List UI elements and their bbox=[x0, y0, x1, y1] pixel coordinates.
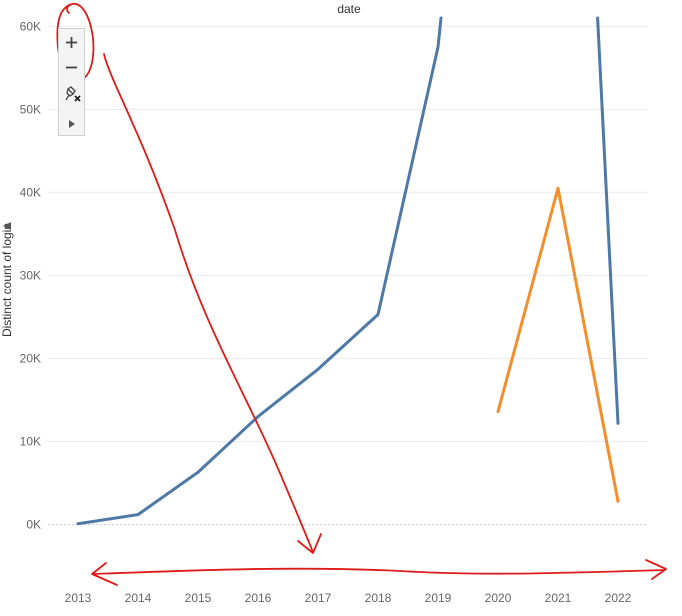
sort-arrow-icon[interactable] bbox=[3, 222, 11, 230]
x-tick-label: 2019 bbox=[425, 591, 452, 605]
y-tick-label: 50K bbox=[20, 102, 41, 116]
annotation-double-arrow bbox=[92, 567, 666, 575]
y-tick-label: 20K bbox=[20, 351, 41, 365]
y-tick-label: 60K bbox=[20, 19, 41, 33]
annotation-arrowhead-right bbox=[645, 559, 667, 580]
gridlines bbox=[48, 25, 648, 526]
column-header-date: date bbox=[337, 2, 361, 16]
y-tick-label: 30K bbox=[20, 268, 41, 282]
annotation-arrow-down bbox=[103, 53, 314, 553]
series-line-1-segment-2[interactable] bbox=[596, 16, 620, 425]
zoom-toolbar bbox=[58, 28, 85, 136]
y-axis-ticks: 0K 10K 20K 30K 40K 50K 60K bbox=[20, 19, 41, 531]
y-tick-label: 0K bbox=[26, 518, 41, 532]
x-tick-label: 2020 bbox=[485, 591, 512, 605]
play-icon bbox=[68, 119, 75, 128]
plus-icon bbox=[66, 37, 77, 48]
red-annotations bbox=[56, 3, 667, 586]
minus-icon bbox=[66, 66, 77, 69]
x-tick-label: 2016 bbox=[245, 591, 272, 605]
series-lines bbox=[76, 16, 620, 526]
x-tick-label: 2013 bbox=[65, 591, 92, 605]
zoom-out-button[interactable] bbox=[59, 55, 84, 80]
series-line-1[interactable] bbox=[76, 16, 443, 526]
x-tick-label: 2021 bbox=[545, 591, 572, 605]
x-tick-label: 2018 bbox=[365, 591, 392, 605]
annotation-arrowhead-down bbox=[297, 533, 322, 554]
pushpin-x-icon bbox=[64, 85, 81, 102]
series-line-2[interactable] bbox=[496, 186, 620, 503]
x-axis-ticks: 2013 2014 2015 2016 2017 2018 2019 2020 2021 2022 bbox=[65, 591, 632, 605]
play-button[interactable] bbox=[59, 111, 84, 136]
y-axis-title-group: Distinct count of login bbox=[0, 222, 14, 337]
y-tick-label: 40K bbox=[20, 185, 41, 199]
x-tick-label: 2015 bbox=[185, 591, 212, 605]
x-tick-label: 2014 bbox=[125, 591, 152, 605]
y-axis-title: Distinct count of login bbox=[0, 223, 14, 337]
y-tick-label: 10K bbox=[20, 435, 41, 449]
x-tick-label: 2017 bbox=[305, 591, 332, 605]
annotation-circle bbox=[56, 3, 95, 81]
zoom-in-button[interactable] bbox=[59, 30, 84, 55]
x-tick-label: 2022 bbox=[605, 591, 632, 605]
reset-view-button[interactable] bbox=[59, 81, 84, 106]
annotation-arrowhead-left bbox=[91, 562, 118, 586]
